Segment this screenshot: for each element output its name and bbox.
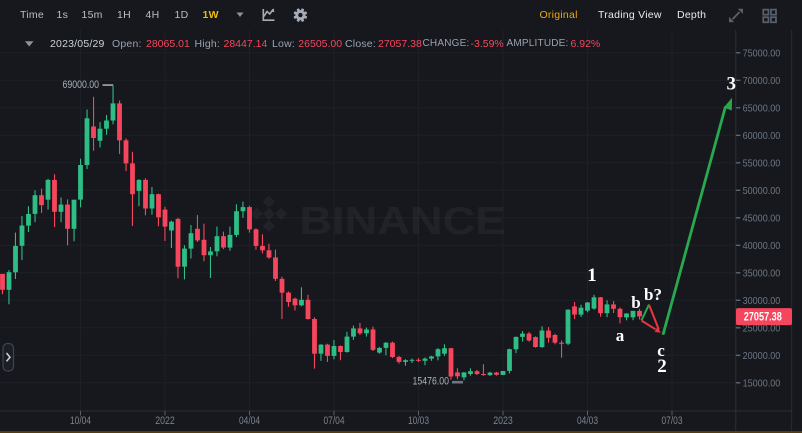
svg-text:35000.00: 35000.00 — [743, 268, 781, 280]
svg-text:a: a — [616, 326, 625, 345]
svg-text:75000.00: 75000.00 — [743, 48, 781, 60]
svg-text:07/04: 07/04 — [324, 415, 345, 427]
svg-text:20000.00: 20000.00 — [743, 350, 781, 362]
svg-text:15476.00: 15476.00 — [413, 375, 450, 387]
svg-text:60000.00: 60000.00 — [743, 130, 781, 142]
svg-text:2022: 2022 — [155, 415, 175, 427]
svg-text:10/03: 10/03 — [408, 415, 429, 427]
svg-text:c: c — [657, 341, 665, 360]
svg-text:70000.00: 70000.00 — [743, 75, 781, 87]
svg-text:04/03: 04/03 — [577, 415, 598, 427]
svg-text:BINANCE: BINANCE — [299, 200, 505, 243]
svg-text:07/03: 07/03 — [662, 415, 683, 427]
svg-text:10/04: 10/04 — [70, 415, 91, 427]
svg-text:25000.00: 25000.00 — [743, 323, 781, 335]
svg-text:b?: b? — [644, 285, 662, 304]
svg-text:30000.00: 30000.00 — [743, 295, 781, 307]
svg-text:40000.00: 40000.00 — [743, 240, 781, 252]
svg-text:b: b — [631, 293, 640, 312]
svg-text:1: 1 — [587, 265, 597, 286]
svg-text:69000.00: 69000.00 — [63, 79, 100, 91]
svg-text:2023: 2023 — [493, 415, 513, 427]
svg-text:15000.00: 15000.00 — [743, 378, 781, 390]
svg-text:04/04: 04/04 — [239, 415, 260, 427]
svg-text:3: 3 — [727, 74, 737, 95]
svg-text:2: 2 — [657, 356, 667, 377]
svg-text:27057.38: 27057.38 — [744, 311, 782, 323]
svg-text:55000.00: 55000.00 — [743, 158, 781, 170]
svg-text:50000.00: 50000.00 — [743, 185, 781, 197]
svg-text:65000.00: 65000.00 — [743, 103, 781, 115]
svg-text:45000.00: 45000.00 — [743, 213, 781, 225]
